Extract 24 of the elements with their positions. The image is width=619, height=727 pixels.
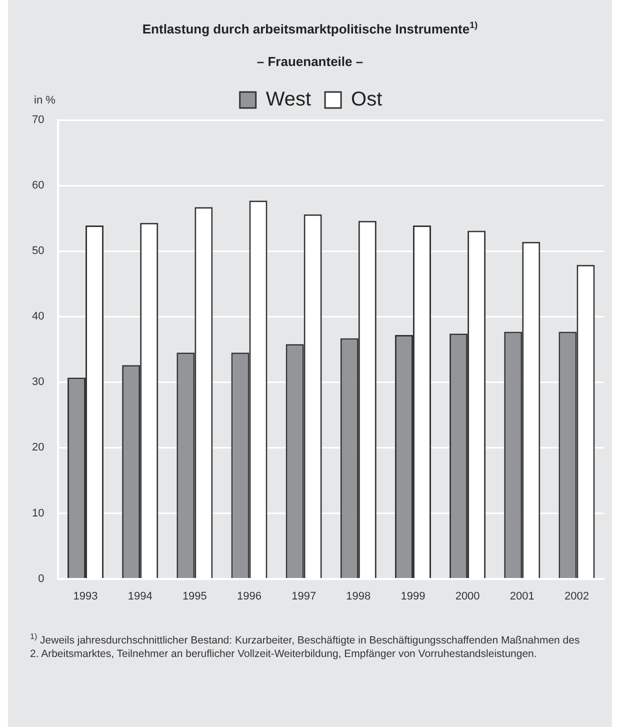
x-tick-label: 2002 (564, 590, 589, 602)
chart-subtitle: – Frauenanteile – (256, 54, 364, 70)
y-tick-label: 50 (32, 245, 44, 258)
x-tick-label: 1998 (346, 590, 371, 602)
x-tick-label: 1997 (292, 590, 316, 602)
x-tick-label: 1996 (237, 590, 262, 602)
x-tick-label: 1994 (128, 590, 152, 602)
y-tick-label: 0 (38, 572, 44, 585)
y-tick-label: 10 (32, 507, 44, 520)
y-tick-label: 30 (32, 376, 44, 388)
text: $^{1)}$ Jeweils jahresdurchschnittlicher Bestand: Kurzarbeiter, Beschäftigte in Beschäftigungsschaffenden Maßnahmen des 2. Arbeitsmarktes, Teilnehmer an beruflicher Vollzeit-Weiterbildung, Empfänger von Vorruhestandsleistungen. (30, 631, 581, 660)
legend-label: West (266, 88, 312, 111)
y-tick-label: 70 (32, 114, 44, 126)
x-tick-label: 2001 (510, 590, 534, 602)
y-tick-label: 20 (32, 442, 44, 454)
y-tick-label: 60 (32, 180, 44, 192)
legend-label: Ost (351, 88, 383, 111)
x-tick-label: 1999 (400, 590, 426, 602)
x-tick-label: 2000 (455, 590, 480, 602)
x-tick-label: 1993 (73, 590, 98, 602)
chart-title: Entlastung durch arbeitsmarktpolitische Instrumente$^{1)}$ (141, 20, 479, 36)
y-axis-title: in % (34, 94, 56, 107)
x-tick-label: 1995 (182, 590, 207, 602)
y-tick-label: 40 (32, 310, 44, 323)
